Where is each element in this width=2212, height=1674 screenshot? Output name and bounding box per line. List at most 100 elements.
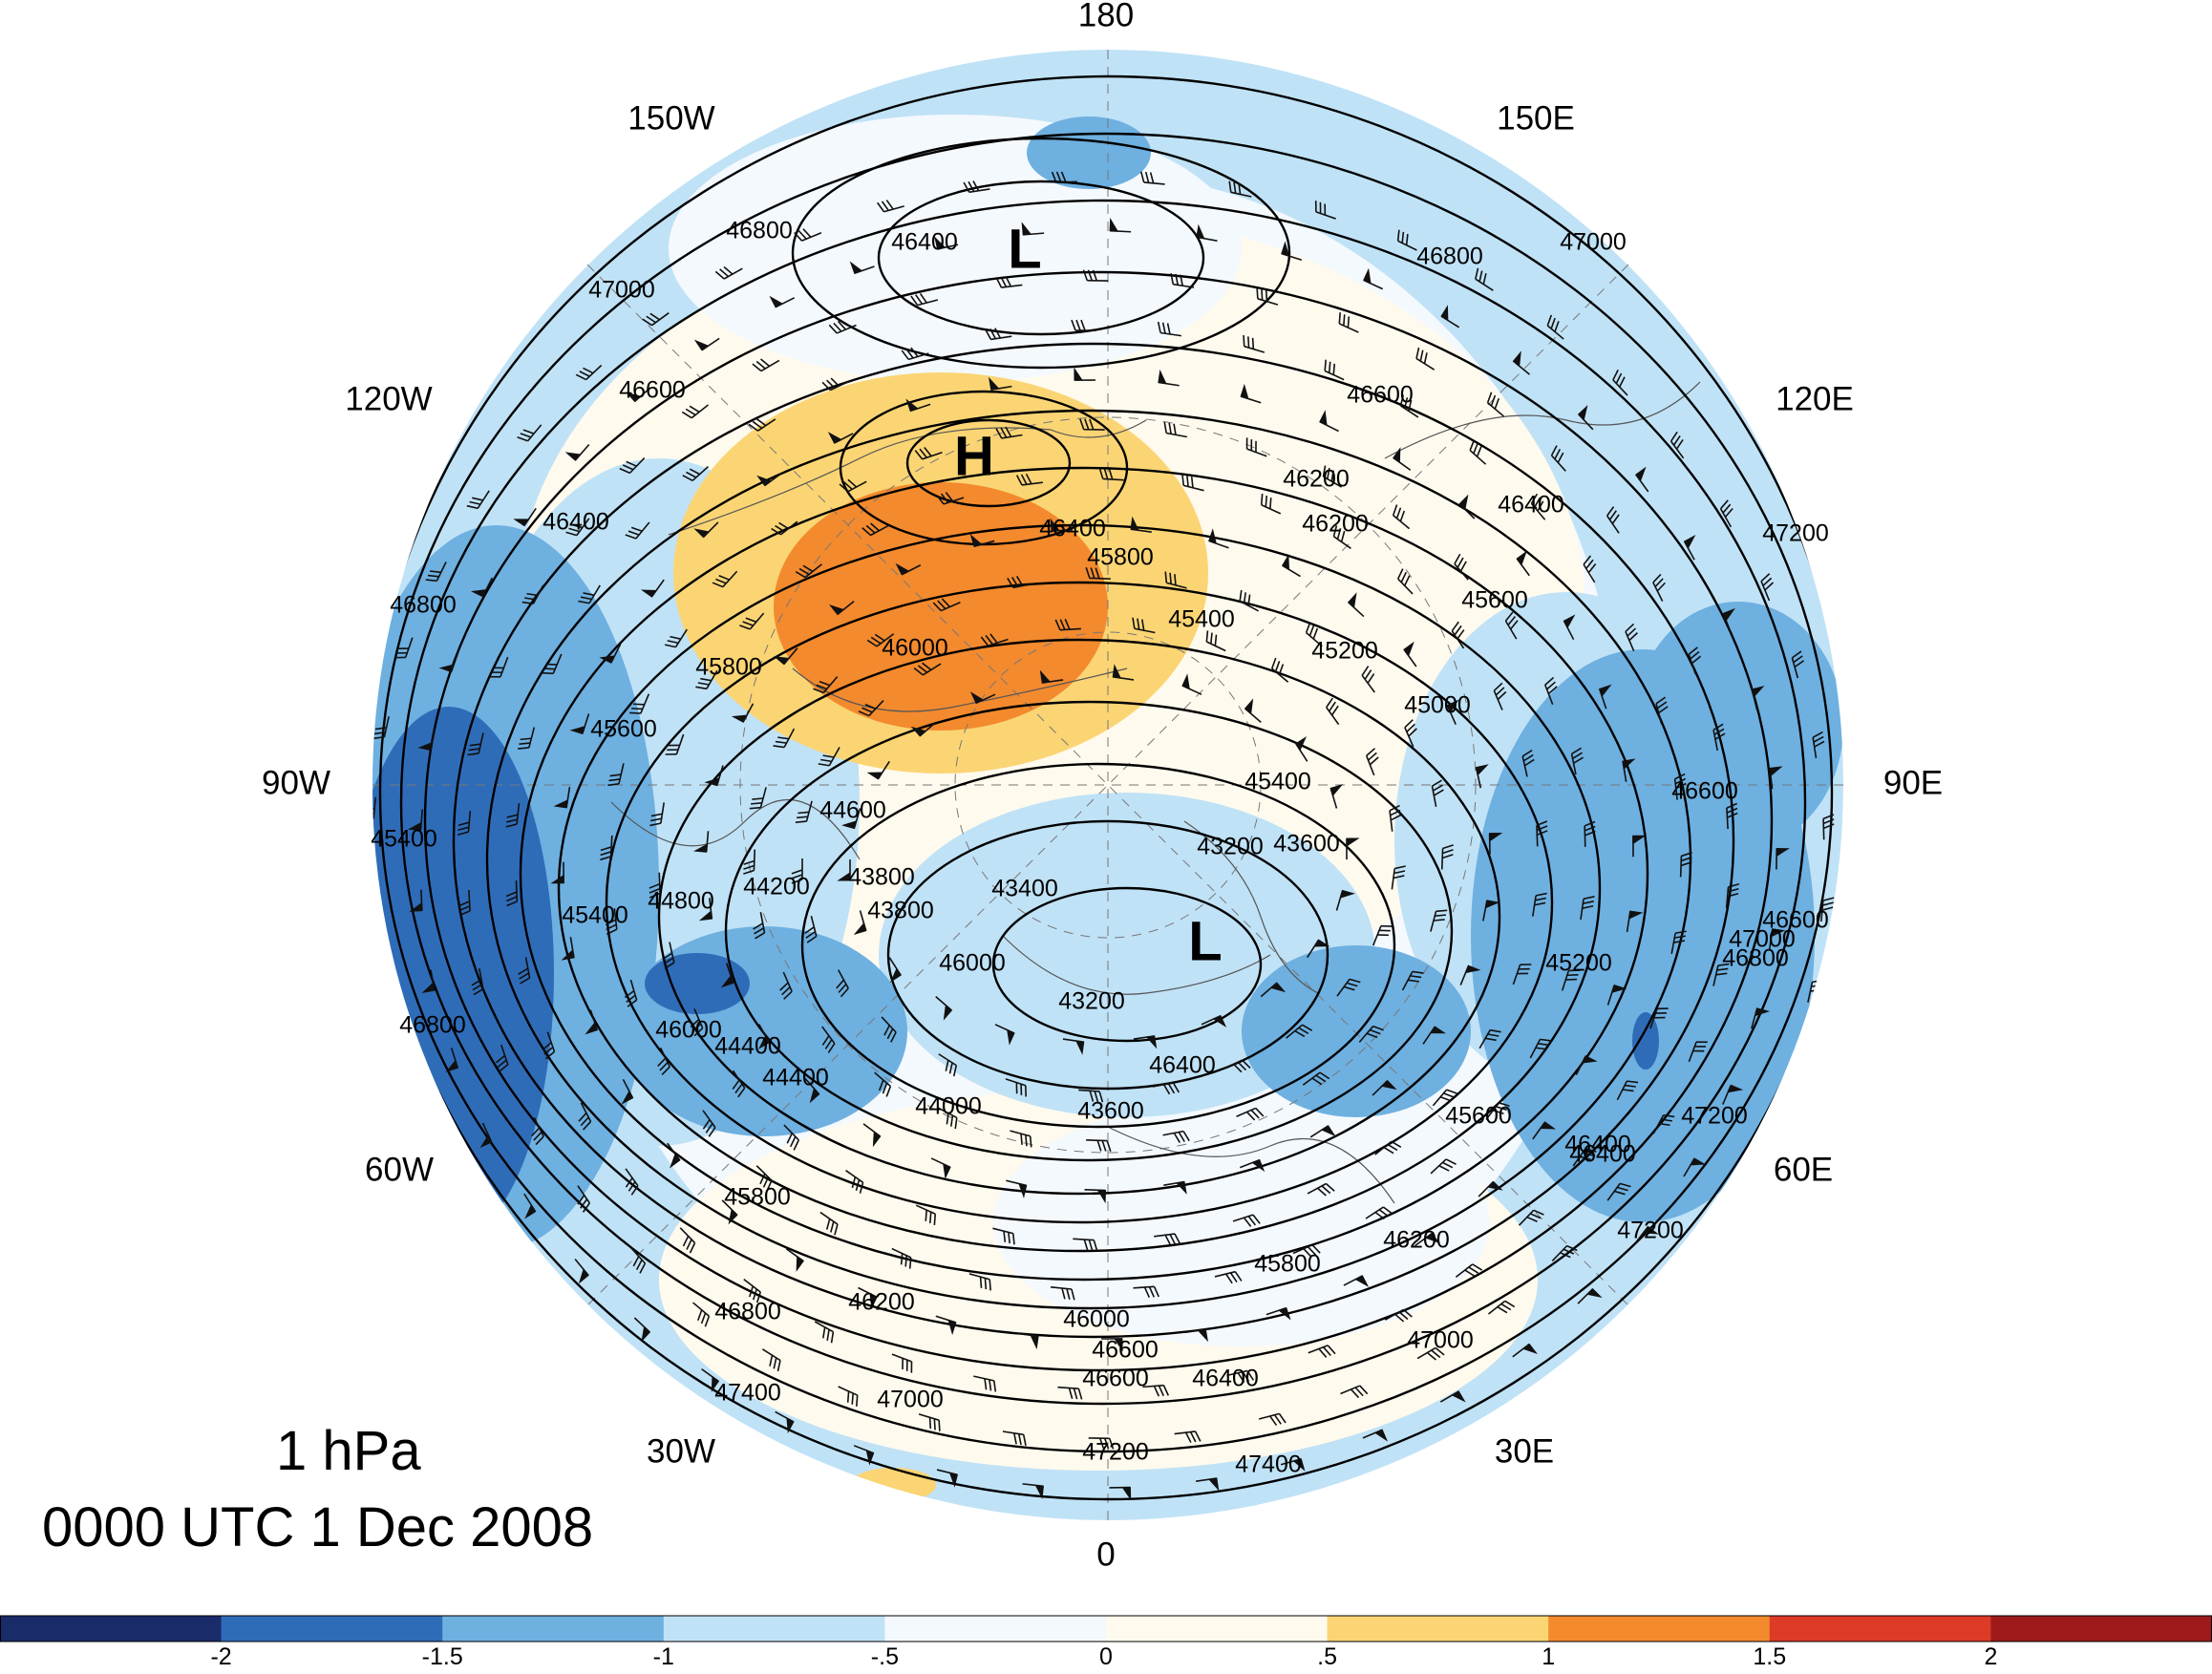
- wind-barb-flag: [1776, 847, 1790, 858]
- wind-barb-flag: [471, 588, 487, 598]
- wind-barb-feather: [519, 742, 531, 746]
- wind-barb-shaft: [881, 1016, 897, 1033]
- wind-barb-shaft: [1475, 278, 1494, 291]
- wind-barb-feather: [1166, 323, 1171, 335]
- wind-barb-feather: [1251, 337, 1255, 350]
- wind-barb-feather: [754, 927, 764, 935]
- wind-barb-feather: [1507, 615, 1517, 626]
- wind-barb-feather: [1627, 627, 1637, 637]
- wind-barb-feather: [1442, 844, 1454, 850]
- wind-barb-feather: [793, 1139, 800, 1151]
- longitude-labels: 180 150E 120E 90E 60E 30E 0 30W 60W 90W …: [262, 0, 1943, 1573]
- wind-barb-feather: [775, 740, 787, 744]
- wind-barb-shaft: [1166, 432, 1187, 438]
- wind-barb-feather: [870, 522, 880, 532]
- wind-barb-feather: [1583, 901, 1594, 904]
- wind-barb-flag: [1212, 1015, 1227, 1028]
- wind-barb-shaft: [1616, 1080, 1628, 1101]
- wind-barb-feather: [1294, 1029, 1306, 1038]
- contour-label: 45200: [1311, 638, 1378, 665]
- wind-barb-feather: [629, 711, 641, 714]
- contour-label: 46400: [1498, 492, 1564, 519]
- wind-barb-feather: [1482, 273, 1487, 285]
- wind-barb-flag: [1251, 1158, 1266, 1173]
- wind-barb-shaft: [404, 637, 414, 658]
- colorbar-tick-label: -1: [653, 1643, 674, 1670]
- wind-barb-shaft: [722, 570, 738, 588]
- wind-barb-feather: [524, 597, 536, 601]
- wind-barb-feather: [1715, 972, 1728, 976]
- contour-label: 46600: [1082, 1366, 1149, 1392]
- wind-barb-feather: [1822, 897, 1835, 901]
- wind-barb-shaft: [828, 747, 840, 767]
- contour-label: 45600: [590, 716, 657, 743]
- wind-barb-feather: [952, 1065, 958, 1077]
- wind-barb-flag: [1521, 1343, 1538, 1354]
- wind-barb-feather: [657, 1057, 667, 1068]
- wind-barb-feather: [1813, 735, 1824, 743]
- wind-barb-feather: [878, 1079, 884, 1091]
- wind-barb-feather: [1718, 1209, 1731, 1215]
- contour-label: 47000: [1729, 926, 1796, 953]
- wind-barb-feather: [1467, 1441, 1478, 1451]
- contour-label: 46000: [1063, 1306, 1130, 1333]
- wind-barb-flag: [969, 534, 983, 547]
- wind-barb-feather: [1665, 1281, 1677, 1286]
- wind-barb-feather: [1383, 1146, 1394, 1155]
- wind-barb-flag: [561, 949, 575, 961]
- wind-barb-feather: [469, 743, 481, 747]
- wind-barb-feather: [1011, 1233, 1015, 1245]
- wind-barb-feather: [905, 349, 914, 359]
- wind-barb-feather: [824, 1039, 833, 1049]
- wind-barb-feather: [1055, 171, 1062, 183]
- wind-barb-flag: [1050, 518, 1060, 532]
- wind-barb-shaft: [874, 1071, 891, 1088]
- wind-barb-flag: [1581, 1055, 1598, 1064]
- wind-barb-feather: [885, 200, 894, 210]
- wind-barb-feather: [1544, 1392, 1555, 1401]
- low-marker-pacific: L: [1008, 218, 1041, 280]
- wind-barb-feather: [1229, 1272, 1238, 1283]
- wind-barb-flag: [905, 398, 919, 412]
- contour-label: 43800: [867, 898, 934, 924]
- wind-barb-flag: [1512, 350, 1521, 368]
- wind-barb-feather: [737, 1087, 746, 1098]
- wind-barb-feather: [1372, 1025, 1384, 1031]
- wind-barb-feather: [1615, 372, 1623, 384]
- wind-barb-feather: [506, 818, 518, 823]
- wind-barb-feather: [1243, 592, 1246, 604]
- wind-barb-feather: [583, 1120, 592, 1131]
- wind-barb-feather: [609, 773, 622, 777]
- wind-barb-shaft: [1214, 1270, 1236, 1278]
- contour-label: 45200: [1545, 950, 1612, 977]
- wind-barb-feather: [659, 1061, 669, 1071]
- wind-barb-shaft: [922, 663, 942, 676]
- wind-barb-feather: [1716, 967, 1729, 971]
- wind-barb-feather: [1087, 269, 1094, 282]
- wind-barb-shaft: [478, 732, 484, 754]
- wind-barb-feather: [457, 821, 470, 827]
- contour-label: 47200: [1762, 520, 1829, 547]
- wind-barb-feather: [1656, 582, 1666, 592]
- wind-barb-feather: [984, 1278, 988, 1290]
- wind-barb-feather: [1399, 510, 1406, 522]
- wind-barb-feather: [571, 523, 583, 529]
- wind-barb-feather: [846, 1390, 850, 1403]
- wind-barb-flag: [693, 339, 710, 351]
- wind-barb-feather: [1321, 1185, 1331, 1195]
- wind-barb-feather: [919, 292, 927, 304]
- colorbar-swatch: [663, 1616, 885, 1642]
- wind-barb-feather: [1550, 445, 1558, 456]
- contour-label: 46200: [848, 1289, 915, 1316]
- wind-barb-feather: [826, 379, 836, 389]
- wind-barb-feather: [630, 1185, 639, 1196]
- wind-barb-feather: [1393, 875, 1405, 879]
- wind-barb-feather: [499, 1064, 509, 1072]
- wind-barb-feather: [1317, 1187, 1327, 1197]
- wind-barb-shaft: [436, 562, 447, 582]
- wind-barb-feather: [1537, 830, 1548, 837]
- wind-barb-shaft: [1174, 1430, 1196, 1435]
- wind-barb-feather: [606, 928, 618, 936]
- wind-barb-flag: [943, 1163, 951, 1179]
